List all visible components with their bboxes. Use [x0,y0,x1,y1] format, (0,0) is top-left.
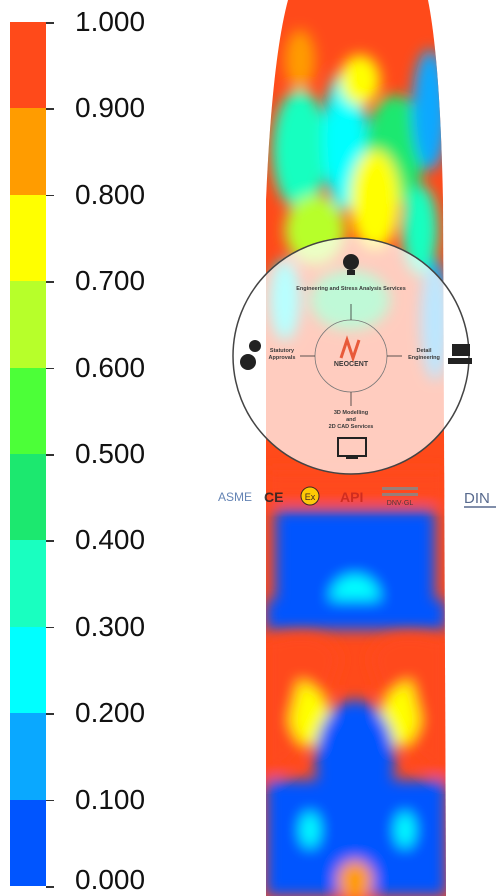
colorbar-tick [46,454,54,456]
colorbar-tick [46,886,54,888]
api-logo: API [340,489,363,505]
monitor-icon [337,437,367,459]
gear-icon [240,340,261,370]
din-logo: DIN [464,490,490,507]
colorbar-segment [10,108,46,196]
label-bottom-1: 3D Modelling [334,410,368,416]
brand-text: NEOCENT [334,361,369,368]
colorbar-label: 0.100 [75,783,146,815]
colorbar-label: 0.900 [75,92,146,124]
label-bottom-3: 2D CAD Services [329,424,374,430]
colorbar-tick [46,22,54,24]
neocent-logo [339,335,361,363]
colorbar-segment [10,454,46,541]
colorbar-segment [10,281,46,369]
colorbar-tick [46,626,54,629]
colorbar-label: 0.800 [75,178,146,210]
colorbar-label: 0.200 [75,697,146,729]
label-top: Engineering and Stress Analysis Services [296,286,406,292]
colorbar-label: 0.300 [75,610,146,642]
colorbar-segment [10,367,46,455]
colorbar-segment [10,713,46,801]
dnv-logo: DNV·GL [387,500,414,507]
colorbar-segment [10,22,46,109]
colorbar-label: 0.600 [75,351,146,383]
certification-logos: ASME CE Ex API DNV·GL DIN [218,486,496,508]
colorbar-tick [46,367,54,370]
colorbar-label: 0.000 [75,864,146,895]
lightbulb-icon [343,254,359,275]
label-bottom-2: and [346,417,356,423]
colorbar-label: 1.000 [75,6,146,37]
colorbar [10,22,46,887]
colorbar-tick [46,713,54,715]
asme-logo: ASME [218,490,252,504]
colorbar-label: 0.700 [75,265,146,297]
colorbar-segment [10,194,46,282]
colorbar-label: 0.400 [75,524,146,556]
colorbar-tick [46,540,54,542]
ex-logo: Ex [305,492,316,502]
computer-icon [448,344,472,364]
colorbar-tick [46,194,54,197]
label-right-1: Detail [417,348,432,354]
label-right-2: Engineering [408,355,440,361]
label-left-2: Approvals [269,355,296,361]
colorbar-tick [46,281,54,283]
colorbar-tick [46,108,54,110]
colorbar-segment [10,799,46,887]
services-diagram: NEOCENT Engineering and Stress Analysis … [232,237,472,475]
ce-logo: CE [264,489,283,505]
label-left-1: Statutory [270,348,295,354]
colorbar-segment [10,540,46,628]
colorbar-segment [10,626,46,714]
colorbar-tick [46,799,54,802]
colorbar-label: 0.500 [75,438,146,469]
